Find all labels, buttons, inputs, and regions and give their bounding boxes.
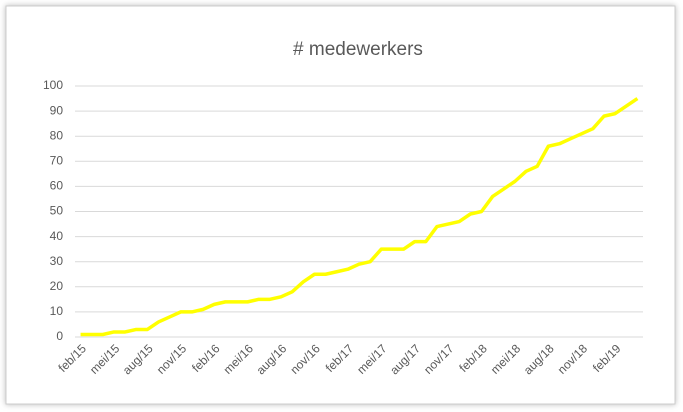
y-tick-label: 40 (50, 229, 64, 243)
data-line (80, 97, 639, 337)
y-tick-label: 10 (50, 304, 64, 318)
chart-title: # medewerkers (293, 39, 423, 60)
y-tick-label: 100 (43, 78, 63, 92)
y-tick-label: 90 (50, 103, 64, 117)
y-tick-label: 70 (50, 153, 64, 167)
y-tick-label: 30 (50, 254, 64, 268)
y-tick-label: 20 (50, 279, 64, 293)
y-tick-label: 50 (50, 204, 64, 218)
chart-frame (5, 5, 676, 405)
y-tick-label: 80 (50, 128, 64, 142)
y-tick-label: 0 (56, 329, 63, 343)
y-tick-label: 60 (50, 179, 64, 193)
